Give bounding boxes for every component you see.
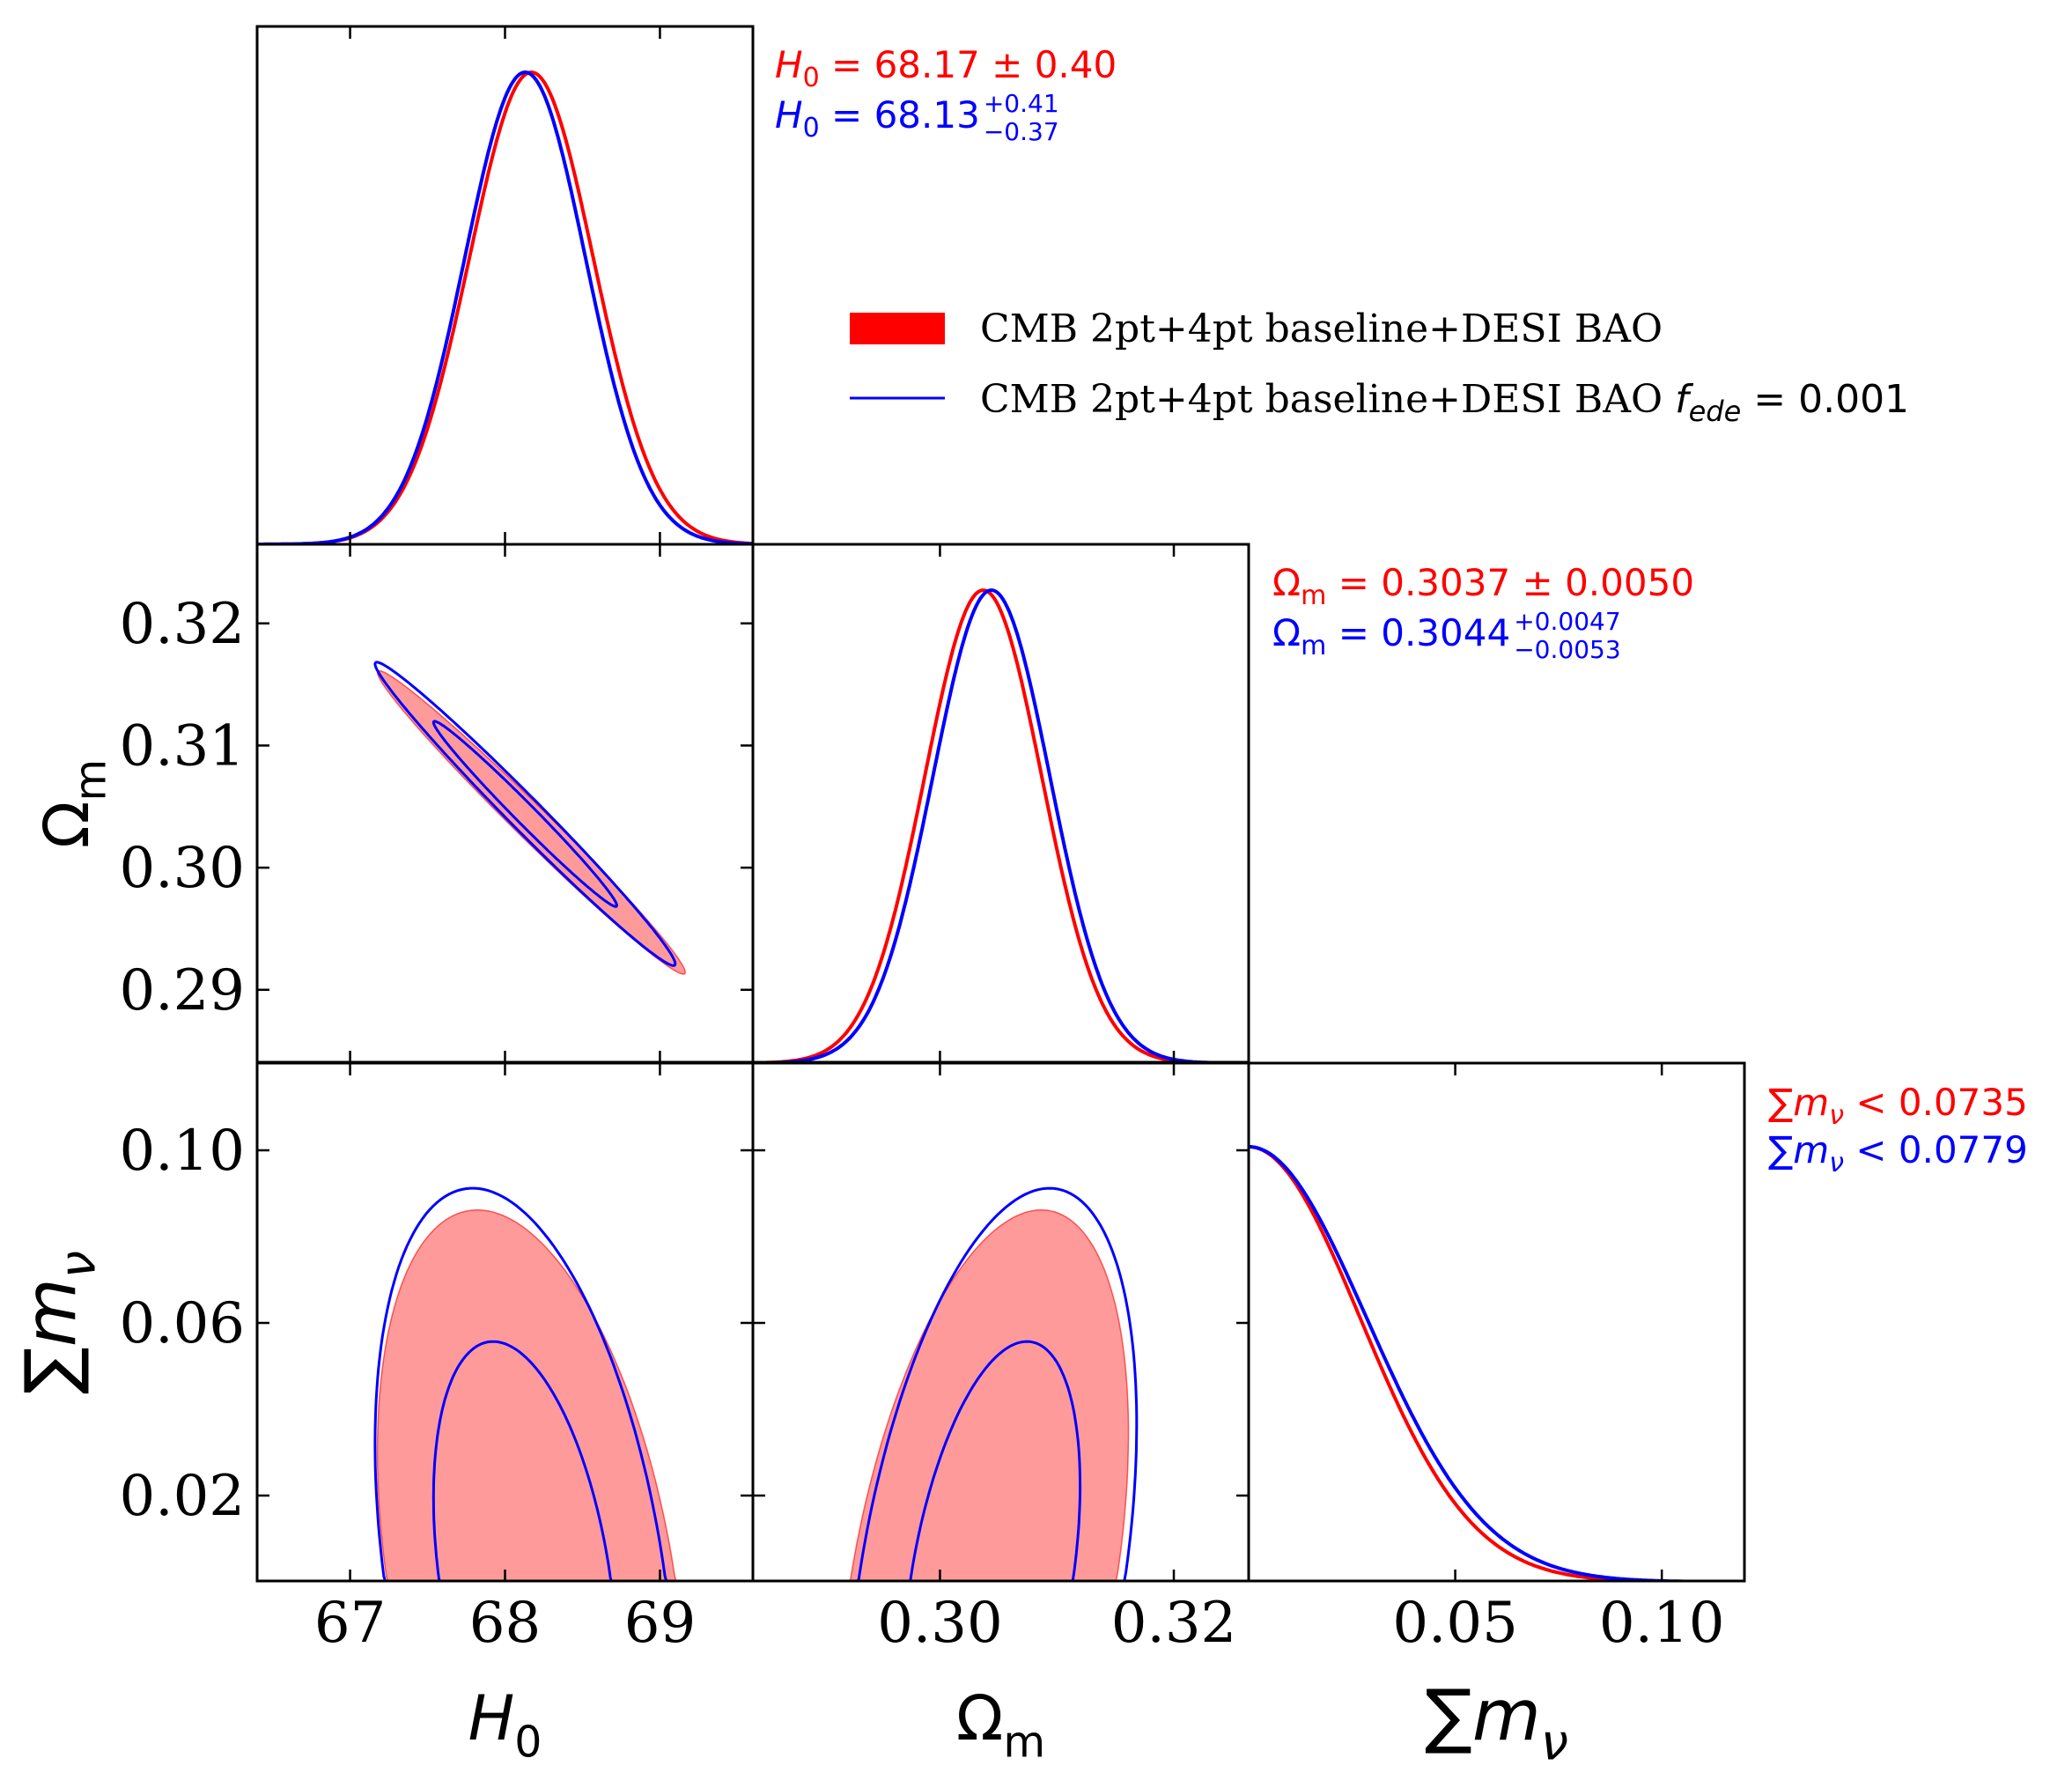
contour-68-H0-mnu-blue: [431, 1340, 617, 1581]
contour-68-H0-Om-blue: [431, 720, 618, 908]
contour-layer: [376, 669, 1130, 1581]
panel-H0-Om-lines: [373, 661, 677, 967]
panel-H0-mnu-lines: [373, 1186, 675, 1581]
stat-H0-blue-sup: +0.41: [984, 89, 1059, 118]
x-tick-label-H0: 68: [469, 1591, 541, 1656]
contour-95-H0-Om-blue: [373, 661, 677, 967]
density-curve-Om-blue: [753, 588, 1249, 1062]
legend-swatch-red: [850, 313, 945, 344]
stat-Om-blue-sup: +0.0047: [1514, 607, 1620, 636]
label-layer: 67 68 69 0.30 0.32 0.05 0.10 0.29 0.30 0.31 0.32 0.…: [10, 43, 2028, 1771]
contour-95-Om-mnu-blue: [846, 1186, 1139, 1581]
y-tick-label-Om: 0.30: [120, 836, 246, 901]
panel-frame-1-1: [751, 543, 1250, 1064]
density-curve-Om-red: [753, 588, 1249, 1062]
y-tick-label-mnu: 0.10: [120, 1119, 246, 1184]
x-tick-label-Om: 0.32: [1111, 1591, 1237, 1656]
x-tick-label-Om: 0.30: [877, 1591, 1003, 1656]
legend-label-blue: CMB 2pt+4pt baseline+DESI BAO fede = 0.0…: [980, 377, 1909, 428]
contour-95-Om-mnu-red: [848, 1208, 1130, 1581]
x-tick-label-mnu: 0.10: [1599, 1591, 1725, 1656]
panel-H0-1d: [257, 70, 753, 544]
density-curve-H0-red: [257, 70, 753, 544]
contour-95-H0-mnu-red: [376, 1209, 677, 1581]
stat-Om-blue: Ωm = 0.3044: [1272, 611, 1510, 661]
contour-95-H0-mnu-blue: [373, 1186, 675, 1581]
stat-mnu-red: ∑mν < 0.0735: [1768, 1081, 2028, 1131]
panel-frame-2-2: [1247, 1061, 1746, 1583]
panel-Om-1d: [753, 588, 1249, 1062]
stat-Om-red: Ωm = 0.3037 ± 0.0050: [1272, 561, 1694, 611]
x-tick-label-mnu: 0.05: [1392, 1591, 1518, 1656]
y-tick-label-mnu: 0.02: [120, 1464, 246, 1529]
density-curve-mnu-blue: [1249, 1145, 1744, 1581]
legend: CMB 2pt+4pt baseline+DESI BAO CMB 2pt+4pt…: [850, 307, 1909, 428]
contour-95-H0-Om-red: [376, 669, 686, 975]
stat-H0-blue-sub: −0.37: [984, 117, 1059, 146]
legend-label-red: CMB 2pt+4pt baseline+DESI BAO: [980, 307, 1663, 351]
density-curve-mnu-red: [1249, 1145, 1744, 1581]
x-tick-label-H0: 69: [624, 1591, 696, 1656]
y-axis-label-Om: Ωm: [31, 759, 116, 848]
stat-Om-blue-sub: −0.0053: [1514, 635, 1620, 664]
tick-layer: [257, 26, 1663, 1582]
contour-68-Om-mnu-blue: [903, 1340, 1082, 1581]
panel-Om-mnu-lines: [846, 1186, 1139, 1581]
stat-mnu-blue: ∑mν < 0.0779: [1768, 1128, 2028, 1178]
curve-layer: [257, 70, 1744, 1581]
panel-H0-mnu-fill: [376, 1209, 677, 1581]
stat-H0-blue: H0 = 68.13: [775, 93, 980, 144]
panel-mnu-1d: [1249, 1145, 1744, 1581]
panel-frame-0-0: [255, 25, 755, 546]
density-curve-H0-blue: [257, 70, 753, 544]
x-axis-label-mnu: ∑mν: [1425, 1674, 1568, 1771]
y-tick-label-Om: 0.32: [120, 592, 246, 657]
y-tick-label-mnu: 0.06: [120, 1291, 246, 1356]
y-axis-label-mnu: ∑mν: [10, 1251, 107, 1394]
y-tick-label-Om: 0.31: [120, 713, 246, 779]
x-axis-label-Om: Ωm: [956, 1682, 1045, 1768]
x-tick-label-H0: 67: [314, 1591, 386, 1656]
stat-H0-red: H0 = 68.17 ± 0.40: [775, 43, 1117, 93]
x-axis-label-H0: H0: [468, 1682, 542, 1768]
y-tick-label-Om: 0.29: [120, 958, 246, 1023]
panel-Om-mnu-fill: [848, 1208, 1130, 1581]
panel-H0-Om-fill: [376, 669, 686, 975]
